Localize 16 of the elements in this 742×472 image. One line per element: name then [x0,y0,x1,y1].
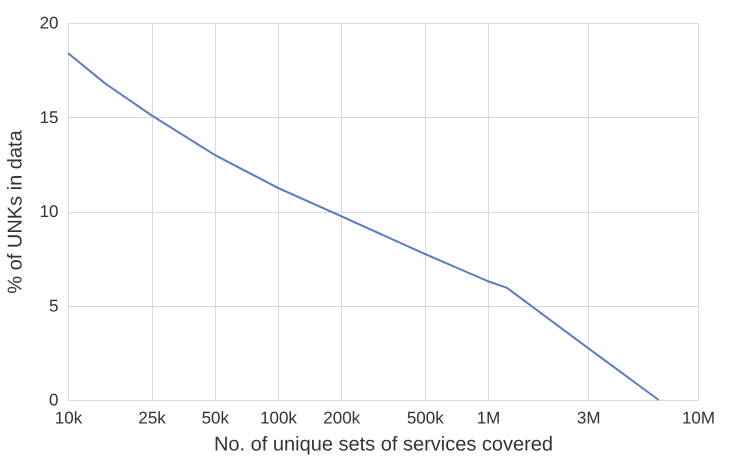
x-tick-label: 10M [682,408,716,428]
x-tick-label: 10k [54,408,83,428]
x-tick-label: 50k [202,408,230,428]
y-axis-title: % of UNKs in data [4,129,27,294]
y-tick-label: 15 [40,108,58,127]
x-tick-label: 25k [138,408,166,428]
x-tick-label: 100k [260,408,298,428]
x-axis-title: No. of unique sets of services covered [214,434,554,456]
x-tick-label: 200k [323,408,361,428]
x-tick-label: 3M [576,408,601,428]
y-tick-label: 10 [40,202,58,221]
y-tick-label: 20 [40,14,58,32]
y-tick-label: 5 [49,296,58,316]
x-tick-label: 500k [406,408,444,428]
y-tick-label: 0 [49,390,58,410]
x-tick-label: 1M [476,408,500,428]
